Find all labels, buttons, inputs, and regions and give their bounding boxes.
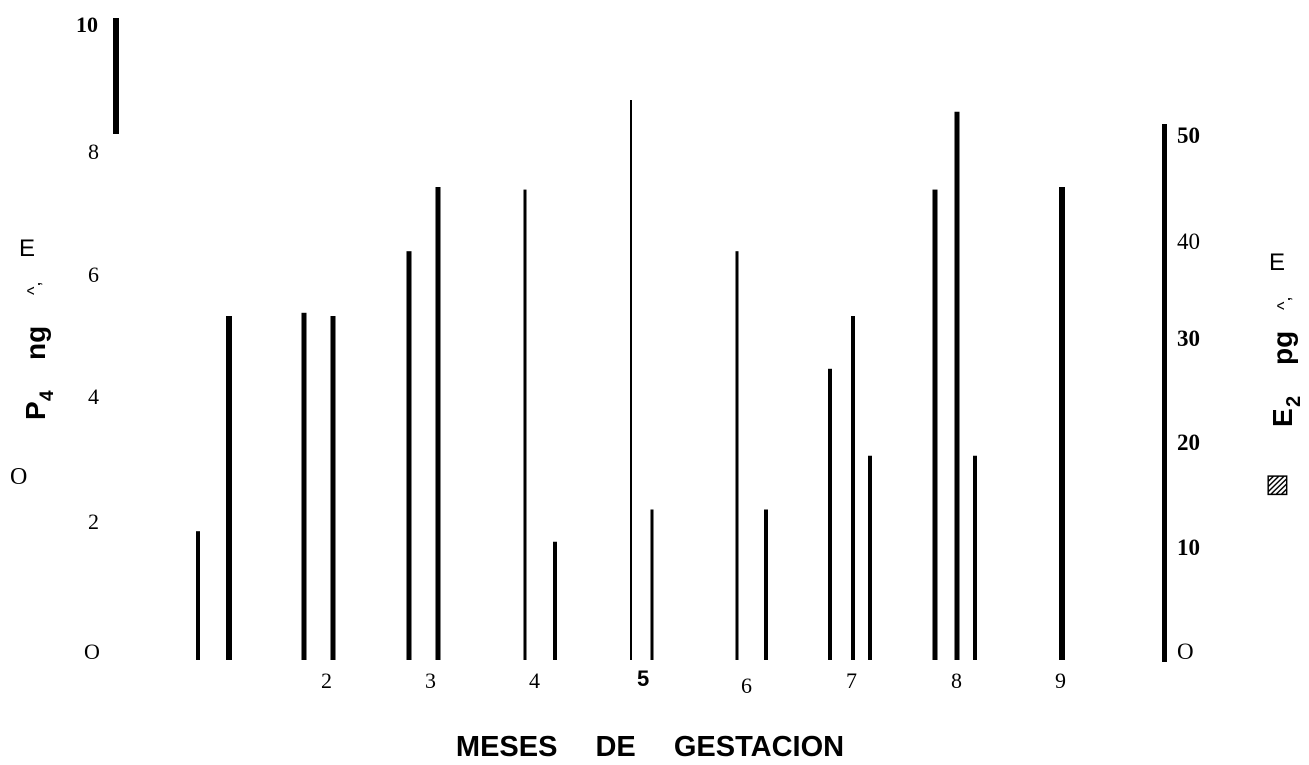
bar-month-2-left	[301, 312, 307, 660]
right-axis-marker-e: E	[1269, 249, 1285, 276]
left-axis-label: O P 4 ng ^, E	[10, 235, 58, 490]
left-axis-ticks: O 2 4 6 8 10	[76, 12, 100, 664]
month-label-7: 7	[846, 668, 857, 693]
right-axis-ticks: O 10 20 30 40 50	[1177, 123, 1200, 664]
month-label-2: 2	[321, 668, 332, 693]
bar-month-4-right	[553, 541, 557, 660]
bar-month-3-right	[435, 187, 441, 660]
right-axis-label-caret: ^,	[1274, 297, 1294, 310]
month-label-3: 3	[425, 668, 436, 693]
left-axis-marker-e: E	[19, 235, 35, 262]
left-tick-8: 8	[88, 139, 99, 164]
bars	[196, 100, 1065, 660]
month-label-5: 5	[637, 666, 649, 691]
right-axis-label: ▨ E 2 pg ^, E	[1265, 249, 1305, 498]
bar-month-6-left	[735, 251, 739, 660]
bar-month-9-right	[1059, 187, 1065, 660]
bar-month-8-left	[932, 189, 938, 660]
bar-month-2-right	[330, 316, 336, 660]
right-axis-label-e: E	[1267, 408, 1298, 427]
left-axis-label-caret: ^,	[24, 282, 44, 295]
right-tick-50: 50	[1177, 123, 1200, 148]
left-axis-marker-o: O	[10, 464, 27, 490]
left-tick-6: 6	[88, 262, 99, 287]
right-tick-10: 10	[1177, 535, 1200, 560]
left-tick-0: O	[84, 639, 100, 664]
left-tick-2: 2	[88, 509, 99, 534]
left-axis-label-sub4: 4	[37, 390, 58, 401]
month-label-4: 4	[529, 668, 540, 693]
month-label-9: 9	[1055, 668, 1066, 693]
bar-month-1-left	[196, 531, 200, 660]
bar-month-1-right	[226, 316, 232, 660]
bar-month-8-right	[973, 455, 977, 660]
month-labels: 2 3 4 5 6 7 8 9	[321, 666, 1066, 698]
bar-month-7-right	[868, 455, 872, 660]
right-axis-label-sub2: 2	[1283, 396, 1305, 407]
left-axis-spine	[113, 18, 119, 134]
right-tick-20: 20	[1177, 430, 1200, 455]
right-axis-spine	[1162, 124, 1167, 662]
right-tick-0: O	[1177, 639, 1194, 664]
right-axis-marker-hatched: ▨	[1265, 468, 1290, 498]
bar-month-5-right	[650, 509, 654, 660]
bar-month-3-left	[406, 251, 412, 660]
left-axis-label-p: P	[20, 401, 51, 420]
bar-month-4-left	[523, 189, 527, 660]
x-axis-title: MESES DE GESTACION	[456, 731, 844, 763]
axis-bars	[113, 18, 1167, 662]
bar-month-7-right	[851, 316, 855, 660]
right-tick-30: 30	[1177, 326, 1200, 351]
bar-month-5-left	[630, 100, 632, 660]
bar-month-7-left	[828, 368, 832, 660]
month-label-6: 6	[741, 673, 752, 698]
right-axis-label-pg: pg	[1267, 331, 1298, 365]
bar-month-6-right	[764, 509, 768, 660]
left-tick-4: 4	[88, 384, 99, 409]
left-axis-label-ng: ng	[20, 326, 51, 360]
right-tick-40: 40	[1177, 229, 1200, 254]
month-label-8: 8	[951, 668, 962, 693]
left-tick-10: 10	[76, 12, 98, 37]
bar-month-8-right	[954, 111, 960, 660]
